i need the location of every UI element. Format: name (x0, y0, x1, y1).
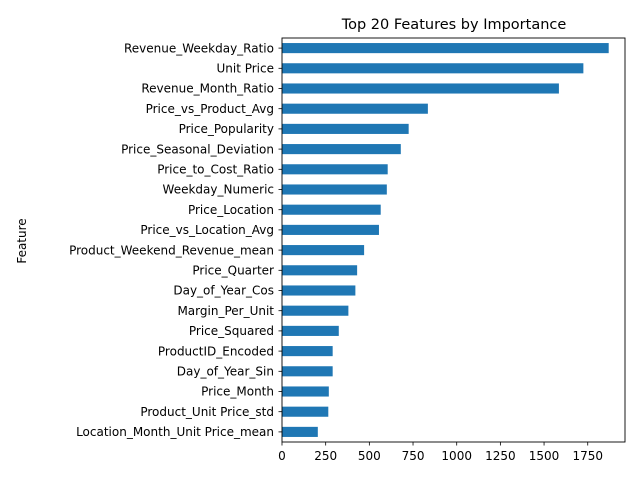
y-ticks-layer: Revenue_Weekday_Ratio Unit Price Revenue_M… (69, 41, 282, 439)
bar (282, 305, 349, 316)
bar (282, 366, 333, 377)
x-tick-label: 1250 (485, 449, 516, 463)
bar (282, 204, 381, 215)
y-tick-label: Price_Seasonal_Deviation (121, 142, 274, 156)
y-tick-label: Price_to_Cost_Ratio (157, 163, 274, 177)
x-ticks-layer: 0 250 500 750 1000 1250 1500 1750 (278, 442, 603, 463)
x-tick-label: 0 (278, 449, 286, 463)
bar (282, 224, 379, 235)
bar (282, 406, 329, 417)
y-tick-label: Day_of_Year_Sin (177, 365, 274, 379)
x-tick-label: 1750 (572, 449, 603, 463)
bar (282, 123, 409, 134)
bar (282, 386, 329, 397)
bar (282, 103, 428, 114)
bars-layer (282, 43, 609, 437)
y-tick-label: Price_Location (188, 203, 274, 217)
bar (282, 346, 333, 357)
y-tick-label: ProductID_Encoded (158, 344, 274, 358)
bar (282, 184, 387, 195)
chart-title: Top 20 Features by Importance (341, 17, 567, 33)
bar (282, 144, 401, 155)
y-tick-label: Margin_Per_Unit (177, 304, 274, 318)
y-tick-label: Price_Month (201, 385, 274, 399)
y-tick-label: Price_Squared (189, 324, 274, 338)
y-tick-label: Product_Weekend_Revenue_mean (69, 243, 274, 257)
bar (282, 83, 559, 94)
y-tick-label: Price_Popularity (179, 122, 274, 136)
plot-frame (281, 37, 626, 443)
y-tick-label: Day_of_Year_Cos (173, 284, 274, 298)
bar (282, 43, 609, 54)
y-tick-label: Price_Quarter (192, 264, 274, 278)
y-tick-label: Unit Price (216, 62, 274, 76)
x-tick-label: 750 (402, 449, 425, 463)
x-tick-label: 1000 (441, 449, 472, 463)
y-tick-label: Price_vs_Product_Avg (146, 102, 274, 116)
bar (282, 285, 356, 296)
y-tick-label: Revenue_Weekday_Ratio (124, 41, 274, 55)
y-tick-label: Location_Month_Unit Price_mean (76, 425, 274, 439)
x-tick-label: 500 (358, 449, 381, 463)
y-axis-label: Feature (15, 218, 29, 263)
bar (282, 164, 388, 175)
x-tick-label: 250 (314, 449, 337, 463)
y-tick-label: Product_Unit Price_std (140, 405, 274, 419)
bar (282, 63, 584, 74)
x-tick-label: 1500 (529, 449, 560, 463)
y-tick-label: Revenue_Month_Ratio (141, 82, 274, 96)
bar (282, 245, 365, 256)
bar (282, 265, 358, 276)
y-tick-label: Weekday_Numeric (163, 183, 274, 197)
bar (282, 426, 318, 437)
y-tick-label: Price_vs_Location_Avg (140, 223, 274, 237)
bar (282, 325, 339, 336)
